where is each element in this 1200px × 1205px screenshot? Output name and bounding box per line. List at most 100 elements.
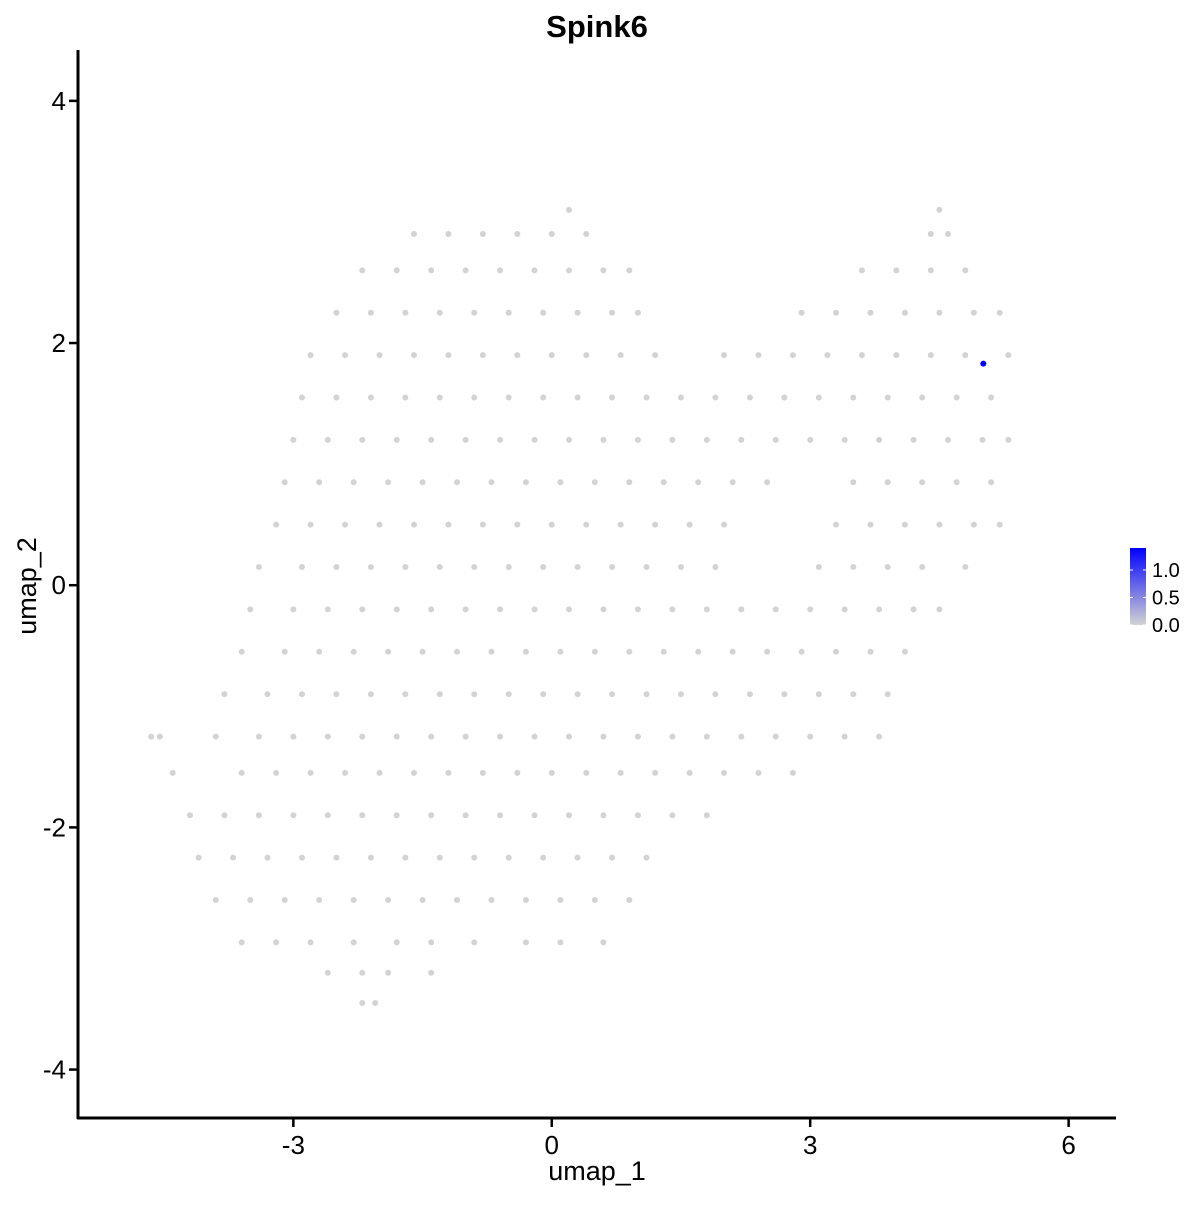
cell-point (522, 479, 529, 486)
colorbar-label: 0.5 (1152, 588, 1180, 610)
cell-point (807, 733, 814, 740)
cell-point (583, 521, 590, 528)
cell-point (428, 812, 435, 819)
cell-point (850, 394, 857, 401)
y-tick-label: 2 (52, 328, 66, 358)
cell-point (350, 648, 357, 655)
cell-point (789, 769, 796, 776)
cell-point (901, 521, 908, 528)
cell-point (850, 691, 857, 698)
cell-point (410, 521, 417, 528)
cell-point (316, 479, 323, 486)
cell-point (428, 969, 435, 976)
cell-point (1005, 352, 1012, 359)
cell-point (893, 267, 900, 274)
cell-point (522, 939, 529, 946)
cell-point (738, 733, 745, 740)
y-axis-label: umap_2 (12, 537, 42, 635)
cell-point (548, 352, 555, 359)
cell-point (600, 812, 607, 819)
cell-point (514, 521, 521, 528)
cell-point (471, 691, 478, 698)
cell-point (436, 854, 443, 861)
cell-point (712, 394, 719, 401)
cell-point (230, 854, 237, 861)
cell-point (755, 769, 762, 776)
cell-point (626, 648, 633, 655)
cell-point (729, 648, 736, 655)
cell-point (359, 436, 366, 443)
cell-point (350, 897, 357, 904)
cell-point (393, 606, 400, 613)
colorbar-legend: 0.0 0.5 1.0 (1130, 548, 1180, 637)
cell-point (833, 521, 840, 528)
cell-point (927, 267, 934, 274)
cell-point (531, 733, 538, 740)
cell-point (781, 394, 788, 401)
cell-point (850, 564, 857, 571)
cell-point (901, 309, 908, 316)
cell-point (876, 733, 883, 740)
cell-point (359, 999, 366, 1006)
x-tick-label: -3 (282, 1130, 305, 1160)
cell-point (583, 352, 590, 359)
cell-point (609, 564, 616, 571)
cell-point (703, 606, 710, 613)
cell-point (876, 436, 883, 443)
cell-point (410, 352, 417, 359)
cell-point (712, 564, 719, 571)
cell-point (471, 394, 478, 401)
cell-point (505, 564, 512, 571)
cell-point (333, 309, 340, 316)
cell-point (462, 436, 469, 443)
cell-point (505, 309, 512, 316)
cell-point (247, 897, 254, 904)
cell-point (281, 648, 288, 655)
cell-point (273, 769, 280, 776)
cell-point (376, 769, 383, 776)
cell-point (367, 564, 374, 571)
cell-point (910, 436, 917, 443)
cell-point (677, 691, 684, 698)
cell-point (402, 309, 409, 316)
cell-point (600, 939, 607, 946)
cell-point (436, 309, 443, 316)
cell-point (945, 231, 952, 238)
cell-point (867, 648, 874, 655)
cell-point (402, 564, 409, 571)
cell-point (669, 606, 676, 613)
cell-point (884, 691, 891, 698)
cell-point (531, 812, 538, 819)
cell-point (367, 691, 374, 698)
cell-point (738, 606, 745, 613)
cell-point (936, 606, 943, 613)
cell-point (901, 648, 908, 655)
cell-point (686, 521, 693, 528)
cell-point (566, 733, 573, 740)
cell-point (428, 606, 435, 613)
cell-point (652, 769, 659, 776)
cell-point (677, 394, 684, 401)
cell-point (479, 231, 486, 238)
cell-point (436, 394, 443, 401)
cell-point (419, 648, 426, 655)
cell-point (548, 521, 555, 528)
cell-point (566, 206, 573, 213)
cell-point (372, 999, 379, 1006)
cell-point (557, 897, 564, 904)
cell-point (298, 394, 305, 401)
cell-point (212, 897, 219, 904)
cell-point (867, 309, 874, 316)
cell-point (290, 606, 297, 613)
cell-point (919, 479, 926, 486)
cell-point (488, 479, 495, 486)
cell-point (798, 309, 805, 316)
cell-point (669, 733, 676, 740)
cell-point (660, 479, 667, 486)
cell-point (617, 769, 624, 776)
cell-point (566, 436, 573, 443)
cell-point (962, 564, 969, 571)
cell-point (454, 479, 461, 486)
cell-point (393, 812, 400, 819)
cell-point (393, 267, 400, 274)
